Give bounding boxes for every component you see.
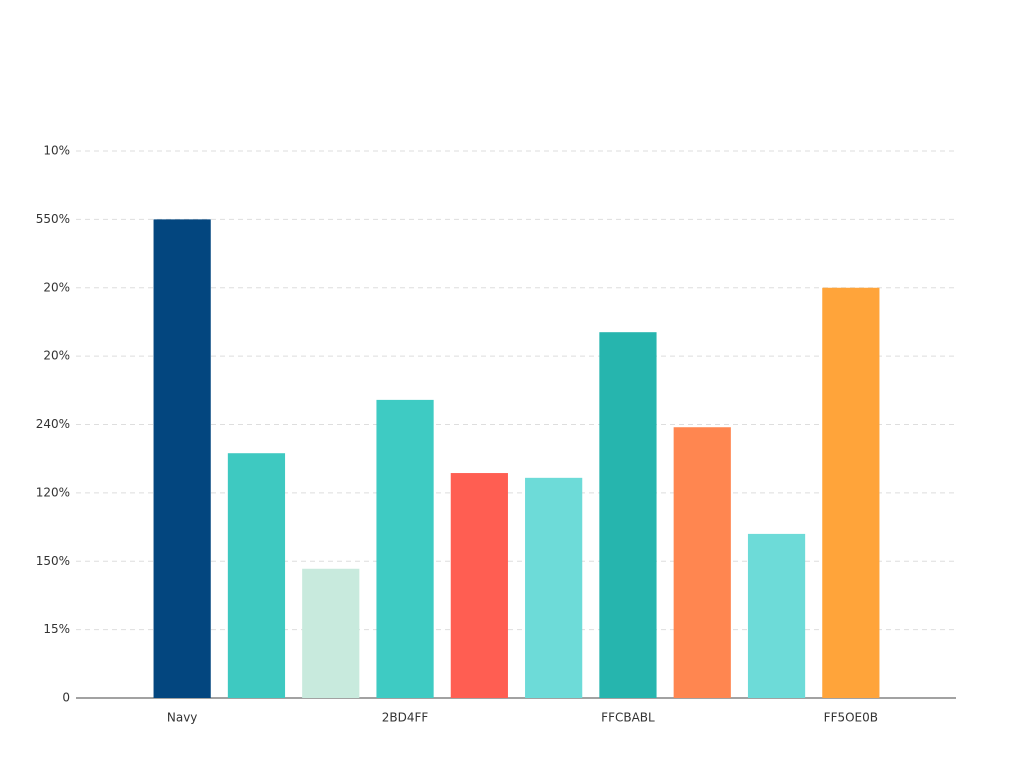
y-tick-label: 120% bbox=[36, 485, 70, 499]
x-tick-label: FF5OE0B bbox=[824, 711, 878, 725]
bar bbox=[450, 473, 508, 698]
bar bbox=[227, 453, 286, 698]
bar bbox=[747, 533, 806, 698]
x-tick-label: Navy bbox=[167, 711, 198, 725]
y-tick-label: 150% bbox=[36, 554, 70, 568]
bar bbox=[153, 219, 211, 698]
y-tick-label: 20% bbox=[43, 349, 70, 363]
bar bbox=[525, 477, 583, 698]
bar bbox=[376, 399, 434, 698]
y-tick-label: 240% bbox=[36, 417, 70, 431]
y-tick-label: 15% bbox=[43, 622, 70, 636]
bar bbox=[599, 332, 657, 698]
y-tick-label: 20% bbox=[43, 280, 70, 294]
y-tick-label: 10% bbox=[43, 144, 70, 158]
x-tick-label: FFCBABL bbox=[601, 711, 655, 725]
x-tick-label: 2BD4FF bbox=[382, 711, 429, 725]
y-tick-label: 550% bbox=[36, 212, 70, 226]
bar bbox=[822, 287, 880, 698]
bar bbox=[673, 427, 731, 698]
bar bbox=[302, 568, 360, 698]
y-tick-label: 0 bbox=[62, 691, 70, 705]
